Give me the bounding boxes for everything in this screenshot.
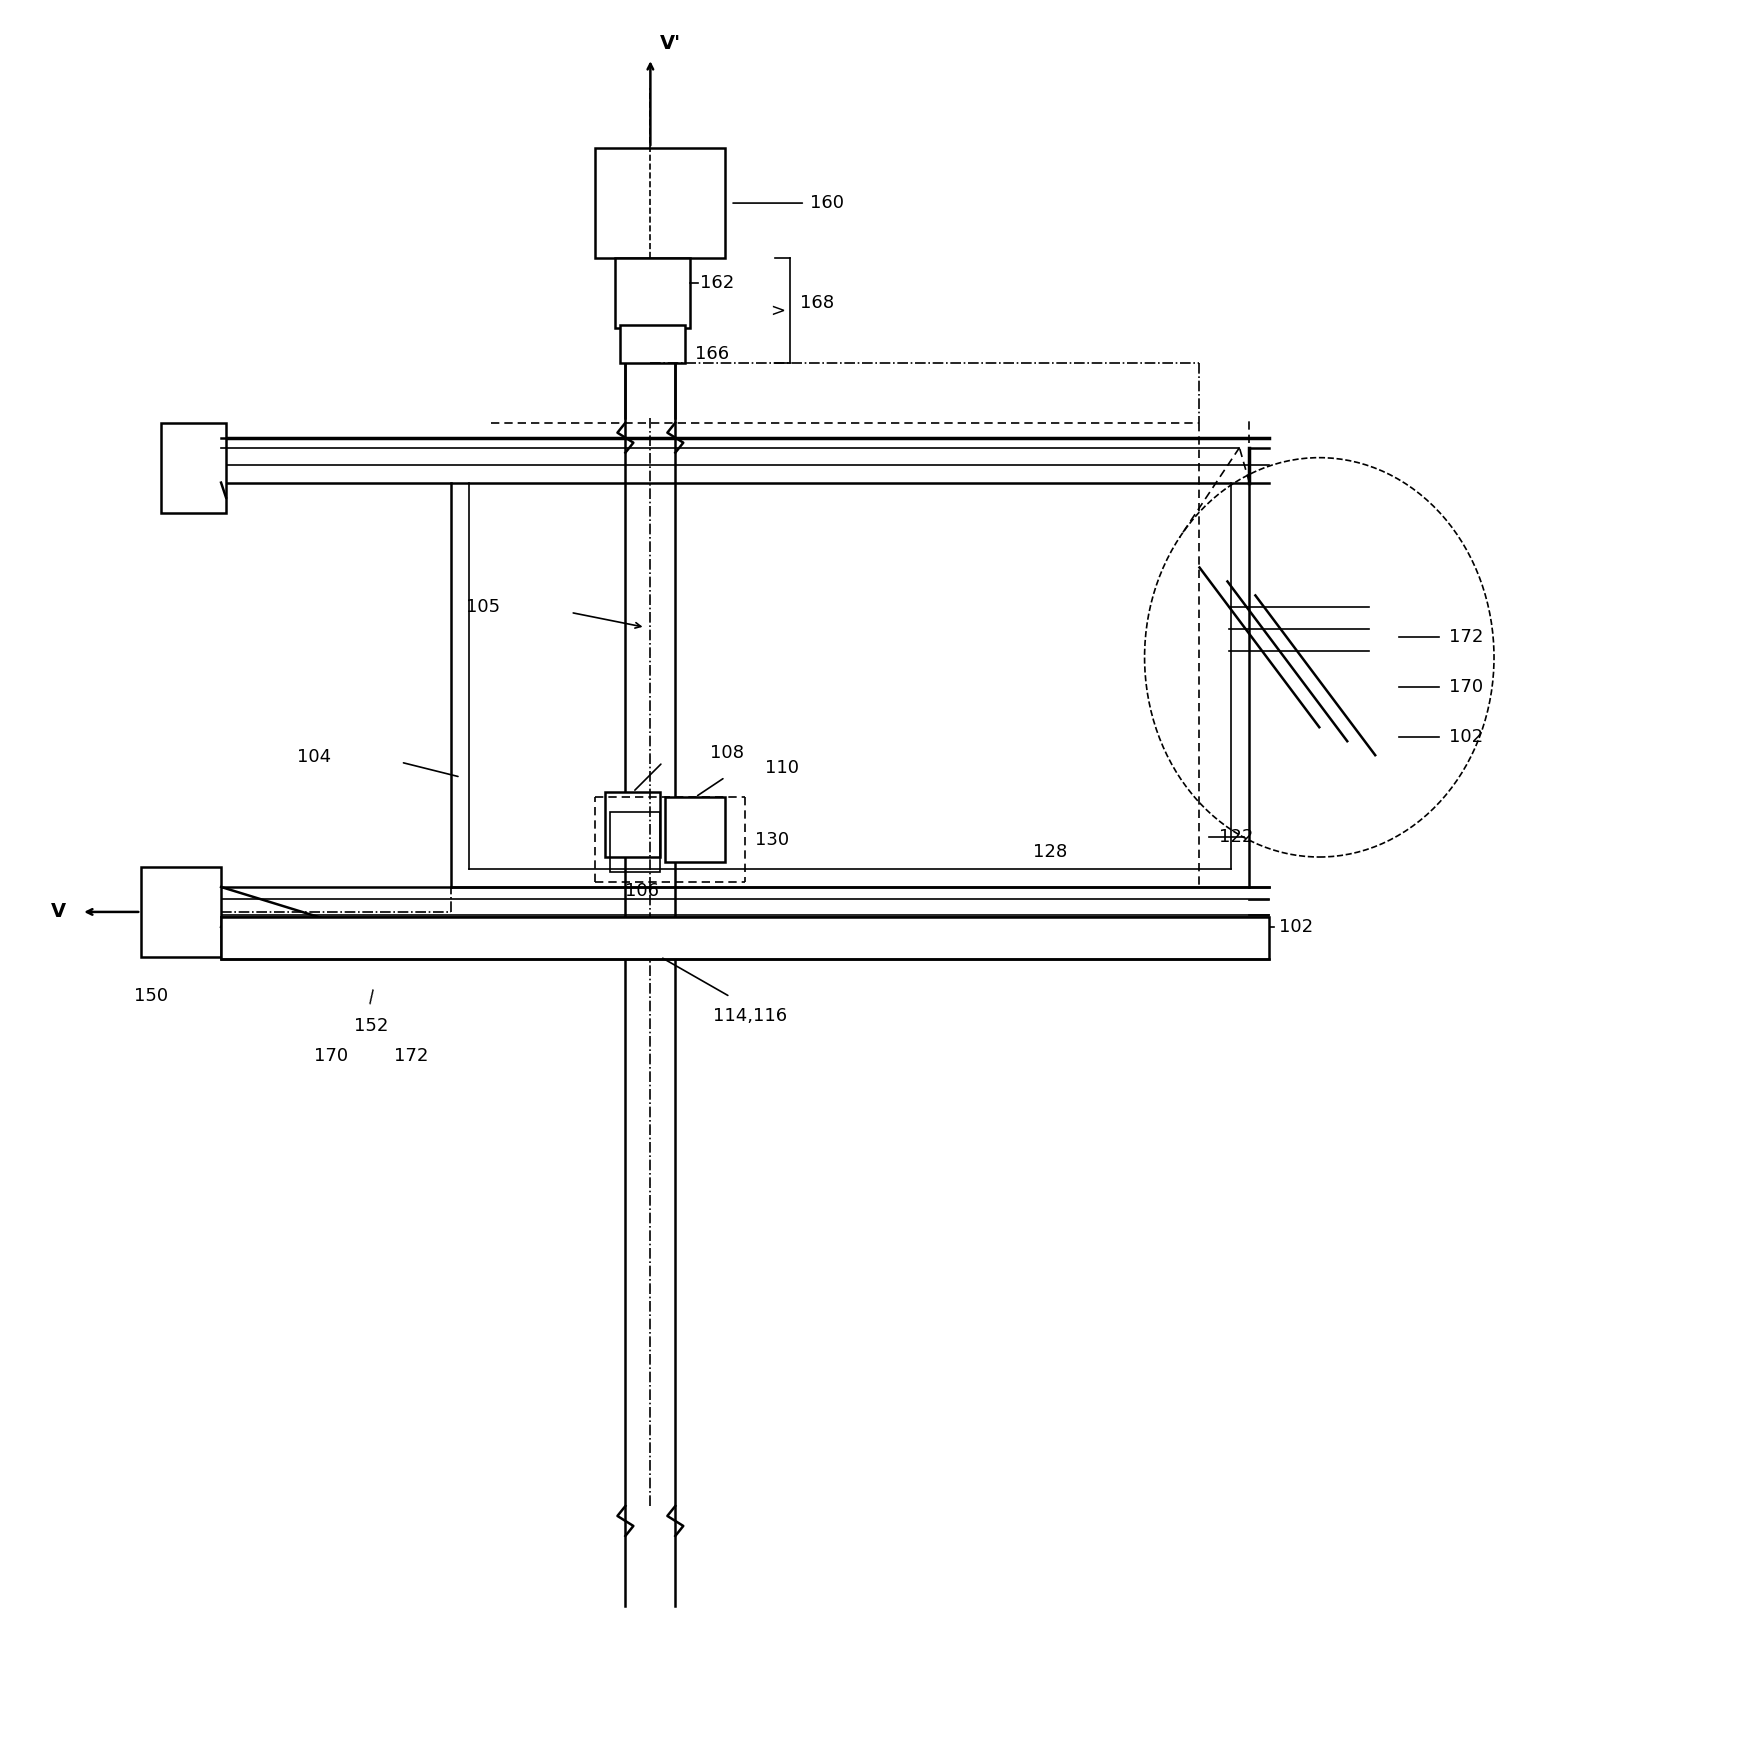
Text: 168: 168 <box>801 294 834 313</box>
Text: 166: 166 <box>695 346 730 363</box>
Text: 172: 172 <box>393 1047 429 1065</box>
Text: 102: 102 <box>1279 917 1314 936</box>
Bar <box>621 325 686 363</box>
Bar <box>610 813 660 872</box>
Text: 114,116: 114,116 <box>713 1007 787 1025</box>
Text: 160: 160 <box>810 195 845 212</box>
Bar <box>141 867 220 957</box>
Bar <box>665 797 725 862</box>
Bar <box>616 259 690 328</box>
Text: 170: 170 <box>314 1047 348 1065</box>
Text: 152: 152 <box>353 1016 388 1035</box>
Text: 105: 105 <box>466 599 501 617</box>
Text: \: \ <box>363 987 377 1006</box>
Text: 106: 106 <box>626 882 660 900</box>
Text: 172: 172 <box>1448 629 1484 646</box>
Text: V: V <box>51 903 67 921</box>
Text: 104: 104 <box>296 749 332 766</box>
Text: 150: 150 <box>134 987 168 1004</box>
Text: 170: 170 <box>1448 677 1484 697</box>
Text: V': V' <box>660 35 681 54</box>
Text: 130: 130 <box>755 830 789 849</box>
Bar <box>220 917 1270 959</box>
Text: 102: 102 <box>1448 728 1484 747</box>
Text: 110: 110 <box>766 759 799 776</box>
Bar <box>161 422 226 512</box>
Text: 108: 108 <box>711 743 744 763</box>
Bar <box>605 792 660 856</box>
Text: 122: 122 <box>1219 829 1254 846</box>
Bar <box>596 148 725 259</box>
Text: >: > <box>771 302 785 320</box>
Text: 162: 162 <box>700 274 734 292</box>
Text: 128: 128 <box>1032 842 1067 862</box>
